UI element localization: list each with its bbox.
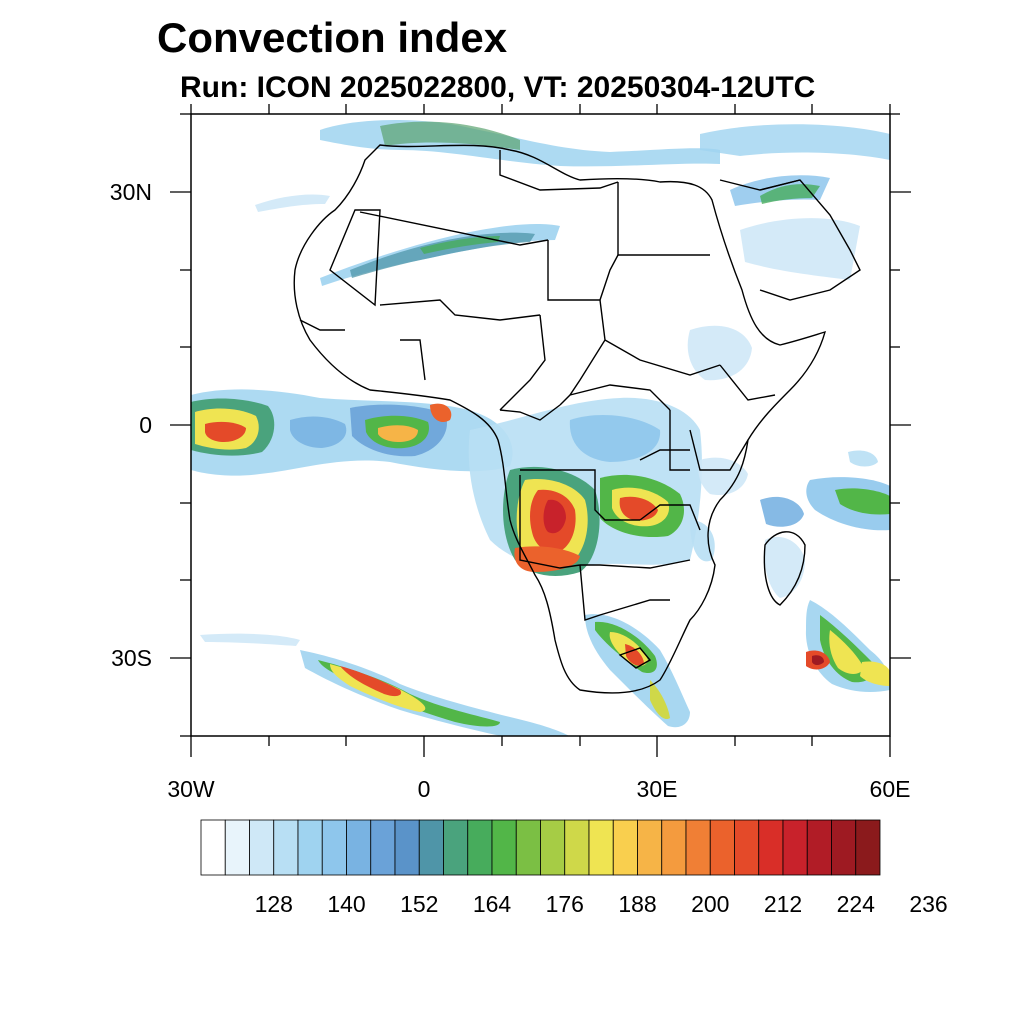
colorbar-swatch [564, 819, 590, 876]
colorbar-swatch [418, 819, 444, 876]
colorbar-tick-label: 212 [764, 891, 802, 917]
x-tick-label-30e: 30E [637, 776, 678, 802]
colorbar-swatch [346, 819, 372, 876]
colorbar-swatch [831, 819, 857, 876]
chart-title: Convection index [157, 14, 508, 61]
convection-field [191, 120, 890, 736]
colorbar-swatch [491, 819, 517, 876]
colorbar-swatch [588, 819, 614, 876]
colorbar-swatch [782, 819, 808, 876]
colorbar-swatch [806, 819, 832, 876]
colorbar-swatch [200, 819, 226, 876]
chart-subtitle: Run: ICON 2025022800, VT: 20250304-12UTC [180, 71, 816, 104]
colorbar-swatch [612, 819, 638, 876]
colorbar-swatch [273, 819, 299, 876]
colorbar-swatch [515, 819, 541, 876]
colorbar-tick-label: 224 [837, 891, 876, 917]
x-tick-label-30w: 30W [167, 776, 215, 802]
map-ticks [170, 104, 911, 757]
colorbar-swatch [685, 819, 711, 876]
colorbar-swatch [855, 819, 881, 876]
colorbar-swatch [370, 819, 396, 876]
x-tick-label-0: 0 [418, 776, 431, 802]
colorbar-labels: 128 140 152 164 176 188 200 212 224 236 [255, 891, 948, 917]
x-tick-label-60e: 60E [870, 776, 911, 802]
colorbar-tick-label: 152 [400, 891, 438, 917]
colorbar-tick-label: 188 [618, 891, 656, 917]
colorbar-swatch [394, 819, 420, 876]
colorbar-swatch [637, 819, 663, 876]
colorbar-swatch [297, 819, 323, 876]
colorbar-tick-label: 236 [909, 891, 947, 917]
colorbar-tick-label: 128 [255, 891, 293, 917]
colorbar-tick-label: 164 [473, 891, 512, 917]
colorbar-swatch [540, 819, 566, 876]
colorbar-swatch [224, 819, 250, 876]
y-tick-label-30n: 30N [110, 179, 152, 205]
colorbar-swatch [661, 819, 687, 876]
colorbar-swatch [467, 819, 493, 876]
colorbar-tick-label: 176 [546, 891, 584, 917]
colorbar-swatch [758, 819, 784, 876]
country-borders [293, 144, 861, 694]
colorbar-swatch [734, 819, 760, 876]
colorbar-tick-label: 200 [691, 891, 729, 917]
colorbar-swatch [249, 819, 275, 876]
colorbar [200, 819, 881, 876]
colorbar-tick-label: 140 [327, 891, 365, 917]
y-tick-label-30s: 30S [111, 645, 152, 671]
colorbar-swatch [321, 819, 347, 876]
colorbar-swatch [443, 819, 469, 876]
colorbar-swatch [709, 819, 735, 876]
y-tick-label-0: 0 [139, 412, 152, 438]
